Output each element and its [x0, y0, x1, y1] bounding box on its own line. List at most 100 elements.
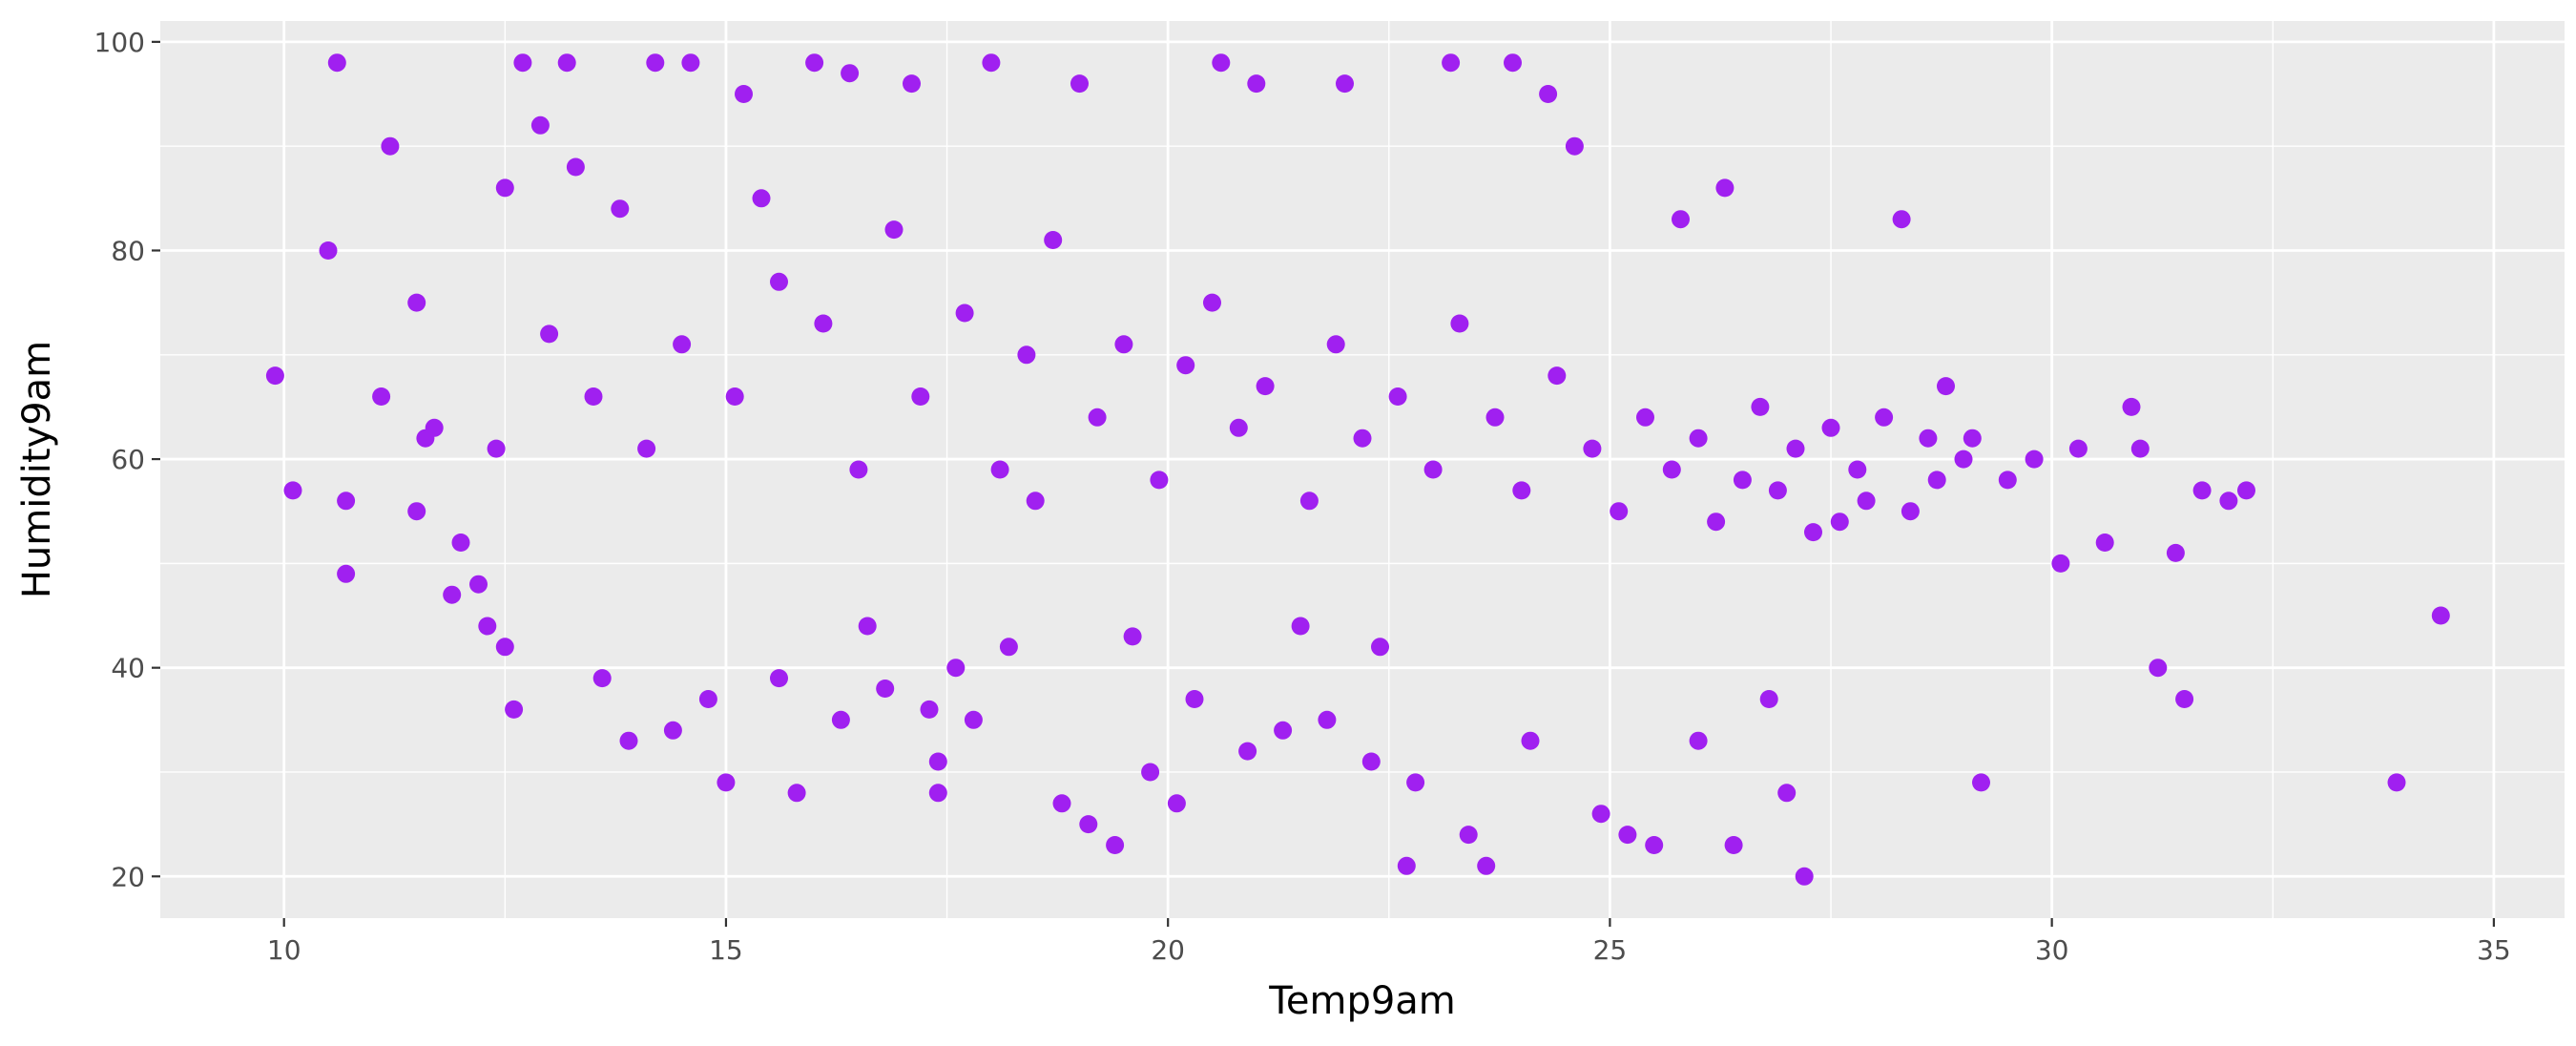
data-point — [592, 669, 612, 688]
data-point — [928, 752, 947, 771]
y-tick-label: 40 — [111, 653, 145, 684]
data-point — [1954, 450, 1973, 469]
data-point — [2219, 492, 2238, 511]
data-point — [876, 680, 895, 698]
data-point — [487, 439, 506, 458]
data-point — [928, 784, 947, 803]
data-point — [752, 189, 771, 208]
data-point — [2387, 773, 2406, 792]
data-point — [1423, 460, 1443, 479]
plot-panel — [160, 21, 2565, 918]
data-point — [787, 784, 806, 803]
data-point — [2025, 450, 2044, 469]
data-point — [1689, 731, 1708, 750]
data-point — [1504, 53, 1522, 73]
data-point — [1150, 471, 1169, 490]
data-point — [469, 575, 488, 594]
x-tick-label: 30 — [2035, 934, 2069, 966]
data-point — [611, 199, 630, 219]
data-point — [425, 418, 444, 437]
data-point — [1804, 523, 1822, 542]
y-tick-label: 60 — [111, 444, 145, 475]
x-tick-label: 10 — [267, 934, 301, 966]
data-point — [1672, 210, 1690, 229]
data-point — [1707, 513, 1726, 532]
data-point — [982, 53, 1001, 73]
data-point — [566, 157, 585, 177]
data-point — [451, 533, 470, 552]
data-point — [841, 64, 860, 83]
data-point — [1017, 345, 1036, 365]
data-point — [1768, 481, 1787, 500]
data-point — [1326, 335, 1345, 354]
data-point — [1397, 856, 1416, 875]
data-point — [964, 710, 983, 729]
data-point — [505, 700, 524, 719]
data-point — [1203, 293, 1221, 312]
data-point — [1256, 377, 1275, 396]
data-point — [1724, 836, 1743, 854]
data-point — [1442, 53, 1461, 73]
data-point — [407, 502, 426, 521]
data-point — [495, 638, 514, 657]
data-point — [2095, 533, 2114, 552]
data-point — [946, 659, 966, 678]
data-point — [1689, 429, 1708, 448]
data-point — [1371, 638, 1389, 657]
data-point — [903, 74, 921, 94]
data-point — [1972, 773, 1990, 792]
data-point — [530, 115, 550, 135]
data-point — [1998, 471, 2017, 490]
data-point — [1662, 460, 1681, 479]
data-point — [1830, 513, 1849, 532]
data-point — [372, 387, 391, 406]
data-point — [725, 387, 744, 406]
data-point — [557, 53, 576, 73]
data-point — [1875, 408, 1894, 427]
data-point — [478, 617, 497, 636]
data-point — [1106, 836, 1125, 854]
data-point — [1167, 794, 1186, 813]
x-tick-label: 20 — [1151, 934, 1185, 966]
data-point — [1548, 366, 1567, 386]
data-point — [1512, 481, 1531, 500]
y-tick-label: 20 — [111, 861, 145, 892]
data-point — [1459, 826, 1478, 845]
data-point — [1123, 627, 1142, 646]
data-point — [1336, 74, 1354, 94]
data-point — [1388, 387, 1407, 406]
data-point — [1238, 742, 1257, 761]
data-point — [884, 220, 904, 240]
data-point — [495, 178, 514, 198]
data-point — [443, 585, 462, 604]
data-point — [1353, 429, 1372, 448]
data-point — [319, 241, 338, 260]
data-point — [619, 731, 638, 750]
data-point — [646, 53, 665, 73]
data-point — [770, 669, 788, 688]
data-point — [1751, 397, 1770, 416]
data-point — [1795, 867, 1814, 886]
major-gridlines — [160, 21, 2565, 918]
data-point — [283, 481, 302, 500]
data-point — [999, 638, 1018, 657]
x-tick-label: 35 — [2477, 934, 2511, 966]
data-point — [1539, 85, 1558, 103]
data-point — [513, 53, 532, 73]
data-point — [1892, 210, 1911, 229]
data-point — [1937, 377, 1955, 396]
data-point — [1291, 617, 1310, 636]
data-point — [1645, 836, 1664, 854]
data-point — [1052, 794, 1071, 813]
data-point — [1114, 335, 1133, 354]
data-point — [1026, 492, 1045, 511]
data-point — [381, 136, 400, 156]
data-point — [805, 53, 824, 73]
data-point — [1786, 439, 1805, 458]
y-axis-title: Humidity9am — [15, 341, 59, 598]
data-point — [2166, 543, 2185, 562]
x-axis-title: Temp9am — [1268, 979, 1456, 1023]
y-tick-label: 80 — [111, 235, 145, 266]
data-point — [920, 700, 939, 719]
